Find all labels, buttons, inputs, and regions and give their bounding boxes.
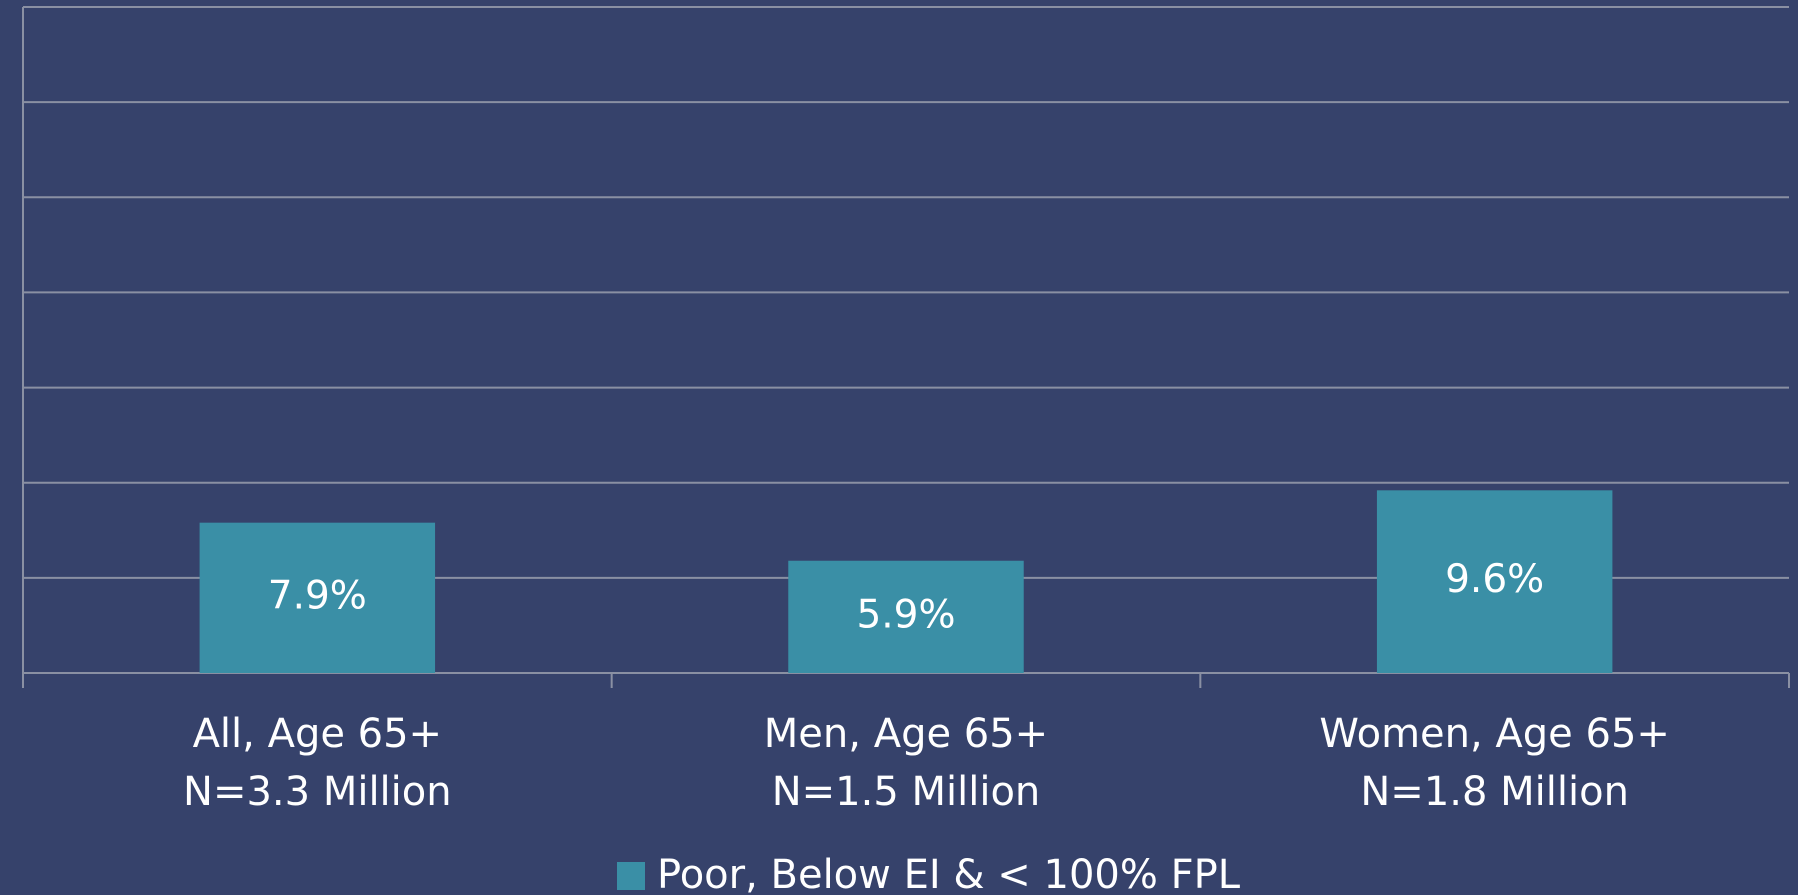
bar [1376,490,1613,673]
data-label: 9.6% [1445,557,1544,602]
data-label: 5.9% [856,592,955,637]
legend-swatch [617,862,645,890]
x-tick-label: Women, Age 65+ [1319,711,1670,757]
x-tick-label: Men, Age 65+ [764,711,1048,757]
bar [199,522,436,673]
x-tick-label: N=1.8 Million [1360,769,1629,815]
x-tick-label: N=3.3 Million [183,769,452,815]
x-tick-label: N=1.5 Million [772,769,1041,815]
bar [788,560,1024,673]
data-label: 7.9% [268,573,367,618]
legend-label: Poor, Below EI & < 100% FPL [657,852,1241,895]
x-tick-label: All, Age 65+ [193,711,443,757]
